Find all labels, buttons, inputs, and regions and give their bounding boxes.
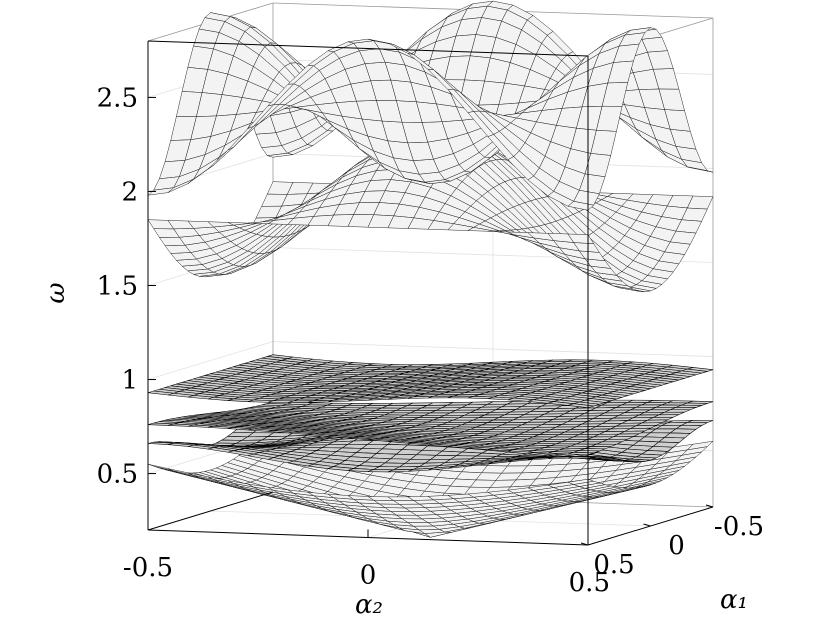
z-tick-label: 1 [121,366,138,396]
surface-cell [167,468,194,476]
y-tick-mark [643,523,651,527]
surface-cell [567,456,594,459]
surface-cell [567,452,594,455]
z-tick-label: 0.5 [97,460,138,490]
y-axis-ticks: 0.5 0 -0.5 [580,504,764,580]
surfaces [147,0,714,538]
x-tick-label: 0 [360,561,377,591]
surface-band-3 [147,399,714,455]
box-edge-front [147,491,274,531]
x-axis-ticks: -0.5 0 0.5 [123,522,610,598]
x-axis-label: α₂ [355,590,383,620]
surface-cell [567,201,595,211]
y-tick-mark [705,504,714,508]
z-tick-label: 2.5 [97,83,138,113]
y-axis-label: α₁ [720,585,748,615]
surface-band-4 [147,354,714,408]
z-axis-ticks: 0.5 1 1.5 2 2.5 [97,83,156,490]
y-tick-mark [580,542,589,546]
surface-cell [567,403,594,408]
y-tick-label: 0.5 [593,550,634,580]
z-tick-label: 2 [121,177,138,207]
surface-cell [567,233,595,244]
x-tick-label: -0.5 [123,553,173,583]
surface-band-6 [147,0,714,211]
z-axis-label: ω [41,282,71,303]
box-edge-front [147,40,589,57]
z-tick-label: 1.5 [97,272,138,302]
y-tick-label: 0 [668,531,685,561]
x-tick-label: 0.5 [569,568,610,598]
grid-line-side [147,341,274,380]
surface-cell [567,478,594,485]
y-tick-label: -0.5 [714,512,764,542]
